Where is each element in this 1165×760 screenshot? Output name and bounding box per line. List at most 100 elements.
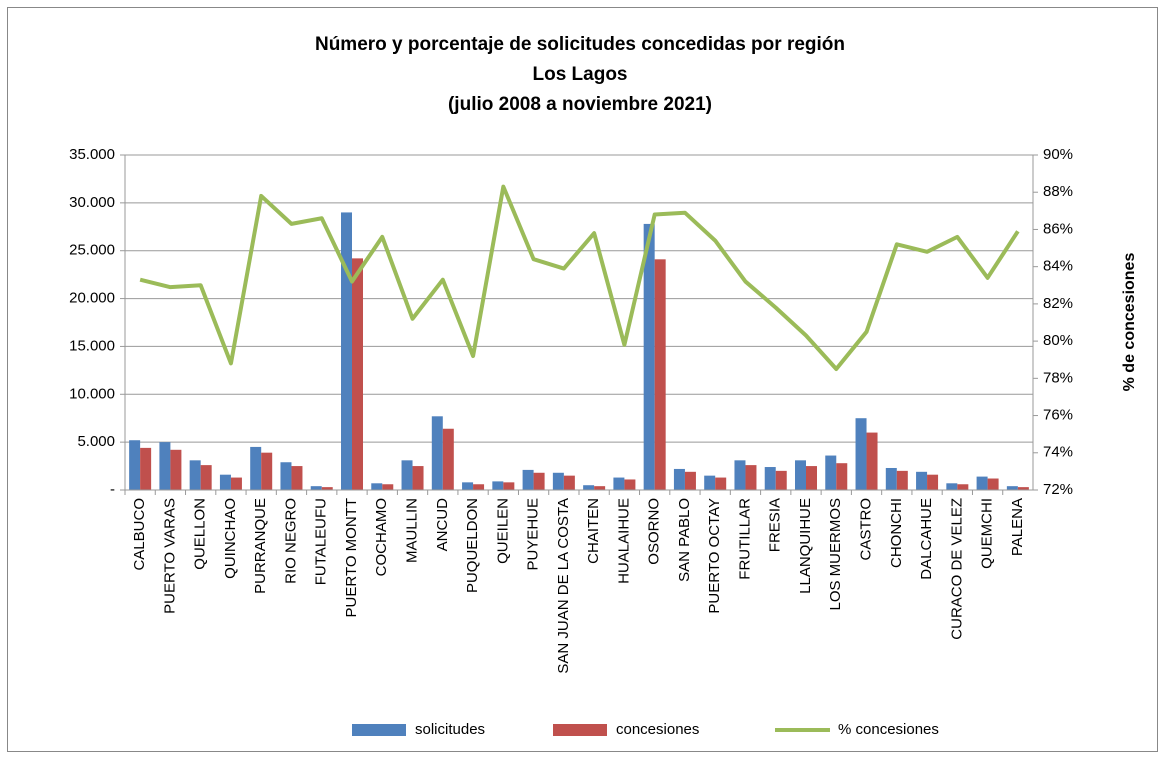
y-tick-label: 20.000 bbox=[69, 290, 115, 307]
bar bbox=[522, 469, 534, 490]
bar bbox=[129, 440, 141, 490]
y2-axis-title: % de concesiones bbox=[1121, 253, 1138, 392]
x-tick-label: FUTALEUFU bbox=[313, 498, 330, 585]
y2-tick-label: 90% bbox=[1043, 146, 1073, 163]
x-tick-label: PUYEHUE bbox=[525, 498, 542, 571]
x-tick-label: SAN JUAN DE LA COSTA bbox=[555, 498, 572, 674]
bar bbox=[896, 470, 908, 490]
bar bbox=[219, 474, 231, 490]
bar bbox=[1006, 486, 1018, 490]
y2-tick-label: 74% bbox=[1043, 444, 1073, 461]
bar bbox=[261, 452, 273, 490]
x-tick-label: PUERTO MONTT bbox=[343, 498, 360, 617]
y2-tick-label: 76% bbox=[1043, 407, 1073, 424]
y-tick-label: 5.000 bbox=[77, 433, 115, 450]
bar bbox=[412, 466, 424, 490]
y-tick-label: 15.000 bbox=[69, 337, 115, 354]
y2-tick-label: 82% bbox=[1043, 295, 1073, 312]
bar bbox=[533, 472, 545, 490]
bar bbox=[280, 462, 292, 490]
x-tick-label: QUELLON bbox=[192, 498, 209, 570]
x-tick-label: QUINCHAO bbox=[222, 498, 239, 579]
x-tick-label: LLANQUIHUE bbox=[797, 498, 814, 594]
bar bbox=[764, 467, 776, 490]
y-tick-label: 30.000 bbox=[69, 194, 115, 211]
bar bbox=[442, 428, 454, 490]
x-tick-label: FRUTILLAR bbox=[736, 498, 753, 580]
x-tick-label: FRESIA bbox=[767, 498, 784, 552]
y2-tick-label: 80% bbox=[1043, 332, 1073, 349]
y-tick-label: 35.000 bbox=[69, 146, 115, 163]
x-tick-label: QUEILEN bbox=[494, 498, 511, 564]
bar bbox=[916, 471, 928, 490]
y2-tick-label: 88% bbox=[1043, 183, 1073, 200]
bar bbox=[140, 447, 152, 490]
chart-title: Los Lagos bbox=[532, 64, 627, 85]
bar bbox=[552, 472, 564, 490]
bar bbox=[352, 258, 363, 490]
bar bbox=[200, 465, 212, 490]
bar bbox=[825, 455, 837, 490]
bar bbox=[866, 432, 878, 490]
x-tick-label: COCHAMO bbox=[373, 498, 390, 576]
x-tick-label: QUEMCHI bbox=[979, 498, 996, 569]
bar bbox=[795, 460, 806, 490]
bar bbox=[401, 460, 413, 490]
x-tick-label: CHONCHI bbox=[888, 498, 905, 568]
x-tick-label: HUALAIHUE bbox=[615, 498, 632, 584]
x-tick-label: MAULLIN bbox=[404, 498, 421, 563]
x-tick-label: PALENA bbox=[1009, 498, 1026, 556]
x-tick-label: DALCAHUE bbox=[918, 498, 935, 580]
bar bbox=[189, 460, 201, 490]
legend-label: solicitudes bbox=[415, 721, 485, 738]
bar bbox=[594, 486, 606, 490]
bar bbox=[624, 479, 636, 490]
bar bbox=[745, 465, 757, 490]
bar bbox=[885, 467, 897, 490]
bar bbox=[170, 449, 182, 490]
bar bbox=[583, 485, 595, 490]
legend-label: concesiones bbox=[616, 721, 699, 738]
bar bbox=[987, 478, 999, 490]
bar bbox=[673, 468, 685, 490]
bar bbox=[734, 460, 746, 490]
bar bbox=[291, 466, 303, 490]
bar bbox=[684, 471, 696, 490]
x-tick-label: PUQUELDON bbox=[464, 498, 481, 593]
bar bbox=[371, 483, 383, 490]
y2-tick-label: 86% bbox=[1043, 220, 1073, 237]
bar bbox=[310, 486, 322, 490]
x-tick-label: PUERTO VARAS bbox=[161, 498, 178, 614]
bar bbox=[855, 418, 867, 490]
bar bbox=[976, 476, 988, 490]
bar bbox=[715, 477, 727, 490]
bar bbox=[643, 223, 655, 490]
y-tick-label: - bbox=[110, 481, 115, 498]
bar bbox=[613, 477, 625, 490]
bar bbox=[321, 487, 333, 490]
bar bbox=[775, 470, 787, 490]
x-tick-label: CHAITEN bbox=[585, 498, 602, 564]
bar bbox=[230, 477, 242, 490]
chart-frame bbox=[7, 7, 1158, 752]
y2-tick-label: 72% bbox=[1043, 481, 1073, 498]
x-tick-label: SAN PABLO bbox=[676, 498, 693, 582]
y-tick-label: 25.000 bbox=[69, 242, 115, 259]
bar bbox=[563, 475, 575, 490]
line bbox=[139, 184, 1020, 372]
bar bbox=[927, 474, 939, 490]
x-tick-label: CURACO DE VELEZ bbox=[948, 498, 965, 640]
y-tick-label: 10.000 bbox=[69, 385, 115, 402]
bar bbox=[704, 475, 716, 490]
bar bbox=[806, 466, 817, 490]
bar bbox=[341, 212, 352, 490]
bar bbox=[1017, 487, 1029, 490]
legend-swatch bbox=[352, 724, 406, 736]
bar bbox=[957, 484, 969, 490]
bar bbox=[946, 483, 958, 490]
bar bbox=[503, 482, 515, 490]
bar bbox=[654, 259, 666, 490]
legend-label: % concesiones bbox=[838, 721, 939, 738]
x-tick-label: RIO NEGRO bbox=[282, 498, 299, 584]
